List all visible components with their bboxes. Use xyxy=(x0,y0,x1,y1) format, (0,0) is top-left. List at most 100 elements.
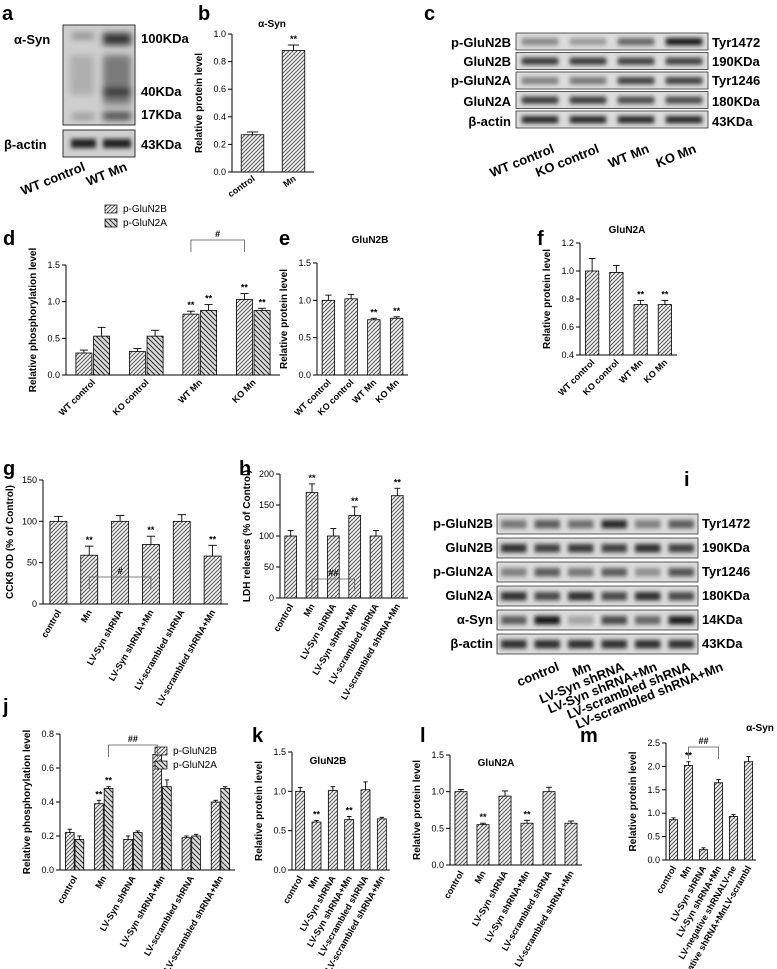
blot-i-size-label: 14KDa xyxy=(702,612,743,627)
blot-a-row-label: β-actin xyxy=(4,137,47,152)
bar xyxy=(64,832,75,871)
chart-title: GluN2A xyxy=(478,758,515,769)
bar xyxy=(210,801,221,871)
bar xyxy=(369,535,383,599)
y-tick-label: 0.4 xyxy=(561,350,574,360)
y-tick-label: 1.0 xyxy=(431,787,444,797)
y-tick-label: 0.5 xyxy=(431,823,444,833)
bar xyxy=(111,520,129,605)
blot-i-band xyxy=(601,592,627,601)
panel-label-j: j xyxy=(2,696,9,718)
blot-i-band xyxy=(601,616,627,625)
significance-mark: ** xyxy=(187,300,195,310)
blot-i-band xyxy=(568,616,594,625)
y-axis-label: Relative protein level xyxy=(412,760,423,860)
blot-i-band xyxy=(501,520,527,529)
blot-c-lane-label: KO Mn xyxy=(654,141,699,171)
blot-c-row-label: p-GluN2B xyxy=(451,35,511,50)
blot-i-band xyxy=(668,520,694,529)
blot-c-strip xyxy=(515,91,709,109)
blot-i-band xyxy=(668,640,694,649)
blot-a-size-label: 40KDa xyxy=(141,84,182,99)
blot-i-band xyxy=(635,592,661,601)
y-axis-label: Relative phosphorylation level xyxy=(28,248,39,393)
blot-i-band xyxy=(501,544,527,553)
bar xyxy=(172,520,191,605)
bar xyxy=(132,832,143,871)
blot-i-band xyxy=(568,640,594,649)
blot-i-band xyxy=(534,616,560,625)
chart-j: j 0.0 0.2 0.4 0.6 0.8 Relative phosphorylation… xyxy=(2,696,235,969)
y-tick-label: 1.0 xyxy=(647,808,660,818)
significance-bracket xyxy=(108,744,158,757)
blot-i-band xyxy=(668,568,694,577)
significance-mark: ** xyxy=(308,473,316,483)
blot-c-strip xyxy=(515,52,709,70)
blot-i-band xyxy=(601,640,627,649)
significance-mark: ** xyxy=(370,307,378,317)
chart-h: h 0 50 100 150 200 LDH releases (% of Control)… xyxy=(239,458,408,701)
blot-i-row-label: GluN2A xyxy=(445,588,493,603)
chart-d: d 0.0 0.5 1.0 1.5 Relative phosphorylation le… xyxy=(3,204,280,418)
bracket-label: ## xyxy=(328,568,338,578)
y-tick-label: 0.0 xyxy=(298,370,311,380)
x-tick-label: control xyxy=(271,602,295,633)
blot-i-band xyxy=(635,520,661,529)
y-tick-label: 0.6 xyxy=(561,322,574,332)
blot-i-band xyxy=(568,592,594,601)
y-tick-label: 0.2 xyxy=(213,139,226,149)
significance-bracket xyxy=(688,746,719,759)
bar xyxy=(281,50,306,173)
y-tick-label: 100 xyxy=(22,516,37,526)
blot-i-band xyxy=(568,568,594,577)
y-tick-label: 0.0 xyxy=(213,167,226,177)
y-tick-label: 50 xyxy=(264,562,274,572)
blot-i-size-label: Tyr1246 xyxy=(702,564,750,579)
blot-c-band xyxy=(521,38,559,46)
chart-title: GluN2A xyxy=(609,225,646,236)
bar xyxy=(191,835,201,871)
y-tick-label: 2.0 xyxy=(647,761,660,771)
blot-c-row-label: β-actin xyxy=(468,114,511,129)
legend-swatch xyxy=(154,760,168,770)
significance-mark: ** xyxy=(637,289,645,299)
significance-mark: ** xyxy=(95,789,103,799)
y-tick-label: 0.0 xyxy=(647,855,660,865)
y-tick-label: 0.5 xyxy=(47,333,60,343)
blot-c-lane-label: WT Mn xyxy=(606,141,651,171)
blot-c-band xyxy=(569,96,607,104)
blot-i-band xyxy=(601,520,627,529)
panel-label-f: f xyxy=(537,228,544,250)
x-tick-label: KO Mn xyxy=(642,357,670,385)
blot-c-band xyxy=(617,96,655,104)
bar xyxy=(162,786,172,871)
bar xyxy=(181,837,192,871)
x-tick-label: control xyxy=(654,864,678,895)
blot-c-band xyxy=(569,57,607,65)
panel-a: a α-Syn β-actin 100KDa 40KDa 17KDa 43KDa… xyxy=(2,3,189,198)
bar xyxy=(609,271,624,356)
y-tick-label: 50 xyxy=(27,558,37,568)
y-axis-label: Relative protein level xyxy=(628,751,639,851)
blot-c-band xyxy=(617,38,655,46)
blot-c-size-label: Tyr1246 xyxy=(712,73,760,88)
y-tick-label: 1.0 xyxy=(561,266,574,276)
blot-c-band xyxy=(665,57,703,65)
chart-title: α-Syn xyxy=(258,19,286,30)
significance-mark: ** xyxy=(479,812,487,822)
panel-label-g: g xyxy=(3,458,15,480)
blot-i-strip xyxy=(496,585,699,607)
blot-c-band xyxy=(665,77,703,85)
bar xyxy=(713,782,724,861)
blot-i-strip xyxy=(496,609,699,631)
blot-i-band xyxy=(668,616,694,625)
blot-c-band xyxy=(569,116,607,124)
bar xyxy=(182,313,200,376)
blot-i-strip xyxy=(496,537,699,559)
panel-label-b: b xyxy=(198,3,210,25)
significance-mark: ** xyxy=(346,806,354,816)
blot-i-band xyxy=(568,520,594,529)
bar xyxy=(75,352,93,376)
blot-i-band xyxy=(635,544,661,553)
blot-c-band xyxy=(617,116,655,124)
